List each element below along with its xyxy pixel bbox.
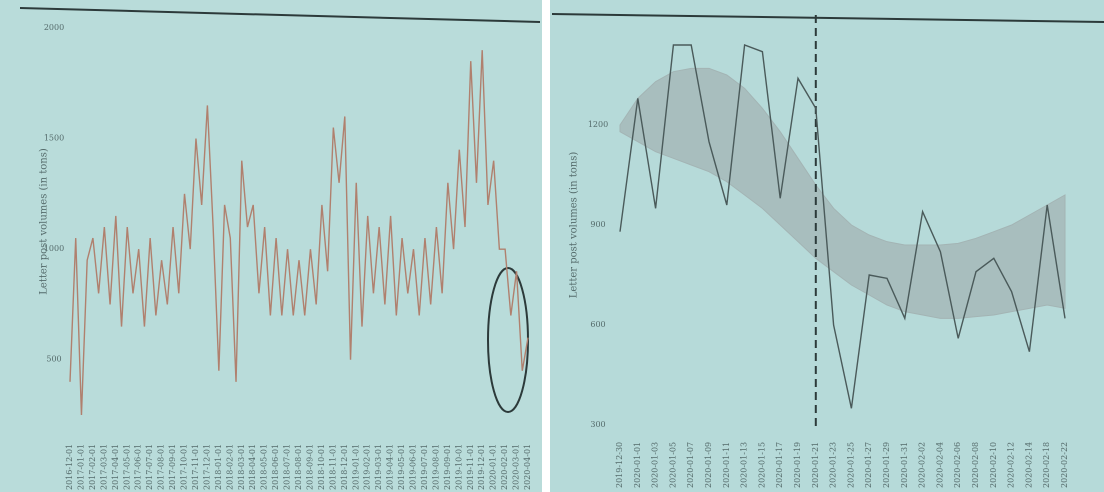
x-tick-label: 2020-01-23 (829, 442, 838, 488)
y-tick-label: 500 (46, 355, 61, 364)
x-tick-label: 2018-12-01 (340, 444, 349, 490)
y-axis-label: Letter post volumes (in tons) (39, 148, 50, 295)
x-tick-label: 2017-04-01 (111, 444, 120, 490)
x-tick-label: 2019-12-01 (477, 444, 486, 490)
x-tick-label: 2019-04-01 (386, 444, 395, 490)
x-tick-label: 2020-01-03 (651, 442, 660, 488)
x-tick-label: 2017-10-01 (180, 444, 189, 490)
y-tick-label: 1200 (588, 120, 608, 129)
x-tick-label: 2020-02-01 (500, 444, 509, 490)
y-tick-label: 2000 (44, 23, 64, 32)
y-tick-label: 1500 (44, 134, 64, 143)
x-tick-label: 2017-02-01 (88, 444, 97, 490)
x-tick-label: 2018-07-01 (283, 444, 292, 490)
x-tick-label: 2019-01-01 (351, 444, 360, 490)
x-tick-label: 2019-02-01 (363, 444, 372, 490)
y-tick-label: 300 (590, 420, 605, 429)
x-tick-label: 2020-02-06 (953, 442, 962, 488)
x-tick-label: 2020-01-11 (722, 442, 731, 488)
x-tick-label: 2020-01-17 (775, 442, 784, 488)
x-tick-label: 2019-07-01 (420, 444, 429, 490)
x-tick-label: 2020-02-22 (1060, 442, 1069, 488)
x-tick-label: 2019-06-01 (409, 444, 418, 490)
page: {"chart_data": [ {"type": "line", "y_lab… (0, 0, 1104, 492)
y-tick-label: 600 (590, 320, 605, 329)
x-tick-label: 2019-11-01 (466, 444, 475, 490)
x-tick-label: 2018-03-01 (237, 444, 246, 490)
x-tick-label: 2020-01-31 (900, 442, 909, 488)
x-tick-label: 2020-01-07 (686, 442, 695, 488)
x-tick-label: 2017-01-01 (76, 444, 85, 490)
x-tick-label: 2018-09-01 (305, 444, 314, 490)
x-tick-label: 2020-02-04 (935, 442, 944, 488)
chart: 500100015002000Letter post volumes (in t… (0, 0, 1104, 492)
x-tick-label: 2019-08-01 (431, 444, 440, 490)
x-tick-label: 2018-11-01 (328, 444, 337, 490)
x-tick-label: 2020-01-25 (846, 442, 855, 488)
x-tick-label: 2020-01-29 (882, 442, 891, 488)
x-tick-label: 2019-05-01 (397, 444, 406, 490)
x-tick-label: 2020-01-05 (668, 442, 677, 488)
x-tick-label: 2020-01-21 (811, 442, 820, 488)
x-tick-label: 2017-07-01 (145, 444, 154, 490)
x-tick-label: 2017-08-01 (157, 444, 166, 490)
x-tick-label: 2020-02-10 (989, 442, 998, 488)
y-tick-label: 900 (590, 220, 605, 229)
x-tick-label: 2020-02-12 (1007, 442, 1016, 488)
x-tick-label: 2020-03-01 (512, 444, 521, 490)
x-tick-label: 2018-05-01 (260, 444, 269, 490)
x-tick-label: 2020-01-01 (633, 442, 642, 488)
x-tick-label: 2019-12-30 (615, 442, 624, 488)
x-tick-label: 2020-01-09 (704, 442, 713, 488)
x-tick-label: 2017-11-01 (191, 444, 200, 490)
x-tick-label: 2017-09-01 (168, 444, 177, 490)
x-tick-label: 2017-05-01 (122, 444, 131, 490)
x-tick-label: 2019-03-01 (374, 444, 383, 490)
x-tick-label: 2020-04-01 (523, 444, 532, 490)
x-tick-label: 2020-01-15 (757, 442, 766, 488)
x-tick-label: 2020-02-14 (1024, 442, 1033, 488)
x-tick-label: 2017-06-01 (134, 444, 143, 490)
x-tick-label: 2019-09-01 (443, 444, 452, 490)
x-tick-label: 2020-01-27 (864, 442, 873, 488)
x-tick-label: 2018-08-01 (294, 444, 303, 490)
x-tick-label: 2018-01-01 (214, 444, 223, 490)
x-tick-label: 2020-01-01 (489, 444, 498, 490)
x-tick-label: 2016-12-01 (65, 444, 74, 490)
x-tick-label: 2020-01-19 (793, 442, 802, 488)
x-tick-label: 2019-10-01 (454, 444, 463, 490)
panel-left (0, 0, 542, 492)
x-tick-label: 2018-10-01 (317, 444, 326, 490)
x-tick-label: 2020-02-18 (1042, 442, 1051, 488)
x-tick-label: 2018-04-01 (248, 444, 257, 490)
y-axis-label: Letter post volumes (in tons) (569, 152, 580, 299)
x-tick-label: 2017-12-01 (202, 444, 211, 490)
x-tick-label: 2020-02-08 (971, 442, 980, 488)
x-tick-label: 2018-02-01 (225, 444, 234, 490)
x-tick-label: 2017-03-01 (99, 444, 108, 490)
x-tick-label: 2018-06-01 (271, 444, 280, 490)
x-tick-label: 2020-01-13 (740, 442, 749, 488)
x-tick-label: 2020-02-02 (918, 442, 927, 488)
